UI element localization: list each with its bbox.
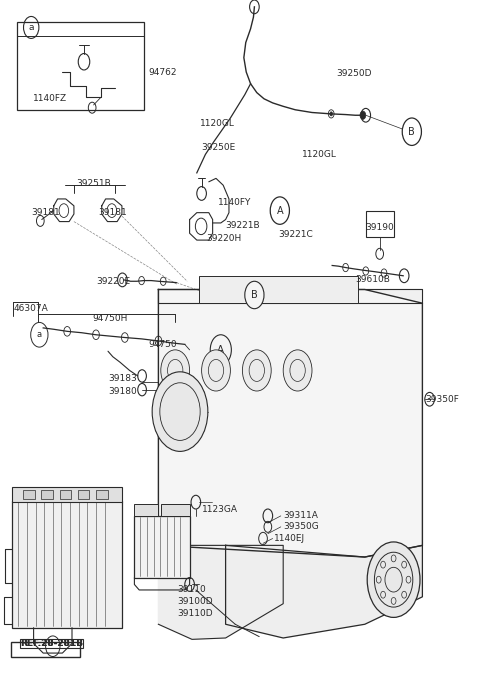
Circle shape (330, 112, 333, 116)
Text: 39221C: 39221C (278, 230, 313, 239)
Bar (96, 490, 108, 499)
Bar (199, 276, 358, 303)
Polygon shape (158, 289, 422, 557)
Circle shape (245, 281, 264, 309)
Text: 1140EJ: 1140EJ (274, 534, 305, 543)
Polygon shape (226, 545, 422, 638)
Bar (78, 490, 89, 499)
Text: 46307A: 46307A (13, 304, 48, 314)
Text: 39100D: 39100D (178, 597, 213, 606)
Circle shape (202, 350, 230, 391)
Bar (12, 487, 122, 502)
Bar (161, 504, 190, 516)
Circle shape (161, 350, 190, 391)
Text: REF.28-281B: REF.28-281B (20, 639, 83, 648)
Text: REF.28-281B: REF.28-281B (20, 639, 83, 648)
Text: 1120GL: 1120GL (302, 150, 337, 159)
Text: A: A (217, 345, 224, 355)
Polygon shape (158, 289, 422, 303)
Text: 39220E: 39220E (96, 276, 130, 286)
Text: B: B (408, 127, 415, 137)
Bar (12, 501, 122, 628)
Text: 94750: 94750 (149, 340, 178, 349)
Circle shape (360, 111, 366, 119)
Text: 39181: 39181 (98, 208, 127, 217)
Text: a: a (37, 330, 42, 340)
Text: 39250D: 39250D (336, 69, 372, 78)
Text: 1140FZ: 1140FZ (33, 93, 67, 103)
Bar (134, 504, 158, 516)
Text: 39350G: 39350G (283, 522, 319, 532)
Text: 39183: 39183 (108, 374, 137, 383)
Text: 1140FY: 1140FY (218, 198, 252, 207)
Text: 39251B: 39251B (76, 179, 111, 189)
Text: 39181: 39181 (31, 208, 60, 217)
Bar (366, 211, 394, 237)
Bar (17, 22, 144, 110)
Text: 39311A: 39311A (283, 511, 318, 521)
Bar (11, 642, 80, 657)
Text: A: A (276, 206, 283, 215)
Text: 94750H: 94750H (93, 314, 128, 324)
Text: 39110: 39110 (178, 585, 206, 595)
Text: 39610B: 39610B (355, 275, 390, 285)
Text: 39221B: 39221B (226, 220, 260, 230)
Polygon shape (158, 545, 283, 639)
Text: 94762: 94762 (149, 67, 177, 77)
Text: 39350F: 39350F (425, 394, 459, 404)
Bar (134, 516, 190, 578)
Text: 1123GA: 1123GA (202, 504, 238, 514)
Bar (60, 490, 71, 499)
Text: B: B (251, 290, 258, 300)
Circle shape (152, 372, 208, 451)
Text: 39250E: 39250E (201, 143, 235, 152)
Bar (41, 490, 53, 499)
Text: 39180: 39180 (108, 386, 137, 396)
Text: 1120GL: 1120GL (200, 119, 235, 128)
Circle shape (367, 542, 420, 617)
Text: 39220H: 39220H (206, 234, 241, 244)
Circle shape (210, 335, 231, 365)
Text: 39110D: 39110D (178, 608, 213, 618)
Bar (23, 490, 35, 499)
Circle shape (242, 350, 271, 391)
Text: a: a (28, 23, 34, 32)
Circle shape (283, 350, 312, 391)
Text: 39190: 39190 (365, 223, 394, 233)
